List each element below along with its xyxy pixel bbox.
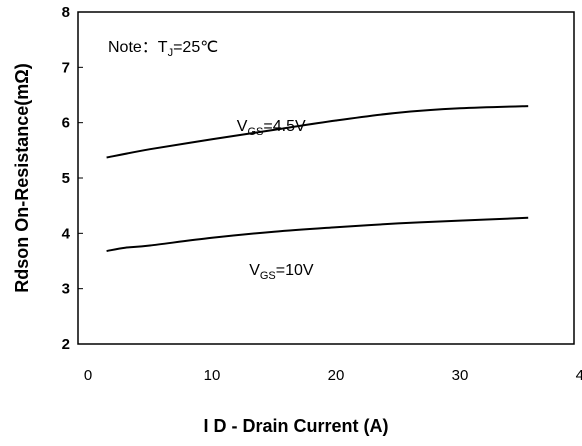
x-axis-ticks: 0 10 20 30 40: [84, 367, 582, 384]
series-line-2: [106, 216, 529, 252]
y-tick-label: 7: [62, 59, 70, 76]
x-tick-label: 30: [452, 367, 469, 384]
x-tick-label: 40: [576, 367, 582, 384]
y-tick-label: 4: [62, 225, 71, 242]
y-tick-label: 5: [62, 170, 70, 187]
y-tick-label: 8: [62, 4, 70, 21]
x-tick-label: 10: [204, 367, 221, 384]
y-tick-label: 2: [62, 336, 70, 353]
plot-area: [77, 11, 575, 345]
note-subscript: J: [168, 47, 174, 59]
series-lines: [106, 105, 529, 252]
x-tick-label: 20: [328, 367, 345, 384]
note-suffix: =25℃: [173, 39, 218, 56]
x-tick-label: 0: [84, 367, 92, 384]
series-line-1: [106, 105, 529, 159]
y-tick-label: 6: [62, 115, 70, 132]
series-label-1: VGS=4.5V: [237, 118, 306, 138]
series-label-2: VGS=10V: [249, 262, 314, 282]
note-prefix: Note：T: [108, 39, 168, 56]
y-axis-title: Rdson On-Resistance(mΩ): [12, 63, 32, 292]
y-tick-label: 3: [62, 281, 70, 298]
x-axis-title: I D - Drain Current (A): [203, 416, 388, 436]
y-axis-ticks: 2 3 4 5 6 7 8: [62, 4, 83, 353]
note-annotation: Note：TJ=25℃: [108, 39, 218, 59]
series-labels: VGS=4.5V VGS=10V: [237, 118, 314, 282]
